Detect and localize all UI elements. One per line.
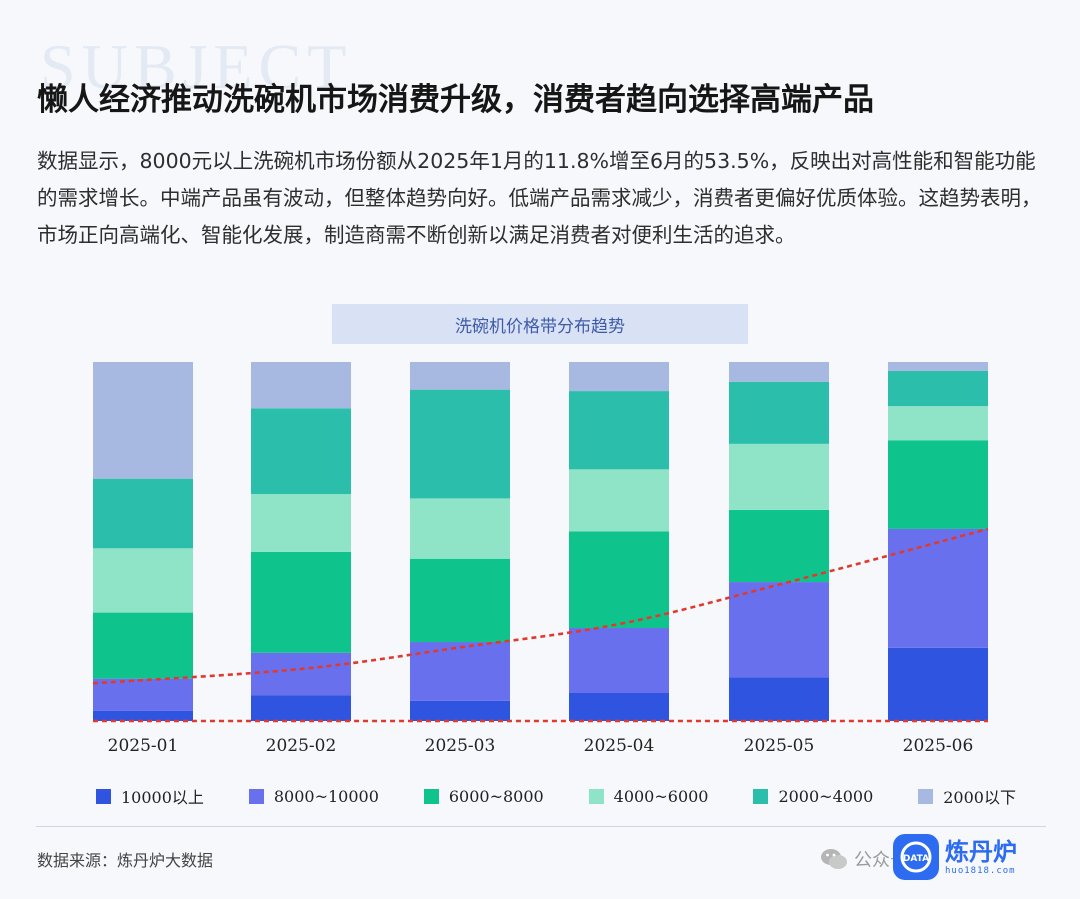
x-tick-label: 2025-02 <box>266 736 337 756</box>
bar-segment-2025-05-1 <box>729 582 829 678</box>
data-source: 数据来源：炼丹炉大数据 <box>37 851 214 870</box>
bar-segment-2025-03-3 <box>410 498 510 559</box>
legend-item: 2000以下 <box>918 784 1016 808</box>
bar-segment-2025-06-1 <box>888 528 988 648</box>
bar-segment-2025-06-2 <box>888 440 988 529</box>
legend-label: 6000~8000 <box>448 786 544 806</box>
bar-segment-2025-05-4 <box>729 381 829 444</box>
legend-item: 10000以上 <box>96 784 204 808</box>
bar-segment-2025-01-5 <box>93 362 193 479</box>
bar-segment-2025-06-0 <box>888 647 988 721</box>
bar-segment-2025-04-5 <box>569 362 669 392</box>
footer-divider <box>36 826 1046 827</box>
bar-segment-2025-04-1 <box>569 628 669 693</box>
legend-swatch <box>918 788 934 804</box>
bar-segment-2025-03-1 <box>410 642 510 701</box>
bar-segment-2025-01-0 <box>93 710 193 721</box>
logo-badge-icon: DATA <box>893 834 939 880</box>
background-watermark-word: SUBJECT <box>40 31 353 102</box>
bar-segment-2025-01-1 <box>93 678 193 711</box>
chart-legend: 10000以上 8000~10000 6000~8000 4000~6000 2000~… <box>96 784 1016 808</box>
bar-segment-2025-03-5 <box>410 362 510 390</box>
trend-lines-layer <box>92 527 989 723</box>
x-tick-labels: 2025-01 2025-02 2025-03 2025-04 2025-05 2025-… <box>108 736 974 756</box>
bar-segment-2025-04-2 <box>569 531 669 629</box>
legend-swatch <box>753 788 769 804</box>
bar-segment-2025-06-4 <box>888 370 988 407</box>
trend-line-high-end <box>92 527 989 685</box>
bar-segment-2025-05-2 <box>729 509 829 583</box>
logo-url: huo1818.com <box>945 866 1016 876</box>
bar-segment-2025-06-3 <box>888 406 988 441</box>
x-tick-label: 2025-05 <box>744 736 815 756</box>
bar-segment-2025-04-0 <box>569 692 669 721</box>
bar-segment-2025-03-0 <box>410 700 510 721</box>
bar-segment-2025-02-3 <box>251 494 351 552</box>
chart-title: 洗碗机价格带分布趋势 <box>455 316 625 337</box>
bar-segment-2025-01-2 <box>93 612 193 679</box>
legend-label: 4000~6000 <box>613 786 709 806</box>
wechat-icon <box>821 849 847 869</box>
bar-segment-2025-05-3 <box>729 443 829 510</box>
legend-label: 2000~4000 <box>778 786 874 806</box>
x-tick-label: 2025-01 <box>108 736 179 756</box>
bar-segment-2025-05-0 <box>729 677 829 721</box>
chart-title-box: 洗碗机价格带分布趋势 <box>332 304 748 344</box>
bar-segment-2025-02-4 <box>251 408 351 495</box>
data-badge-icon: DATA <box>900 841 932 873</box>
stacked-bar-chart: 2025-01 2025-02 2025-03 2025-04 2025-05 2025-… <box>92 362 989 756</box>
legend-swatch <box>248 788 264 804</box>
legend-item: 4000~6000 <box>588 786 709 806</box>
legend-swatch <box>423 788 439 804</box>
logo-name: 炼丹炉 <box>945 838 1017 866</box>
bar-segment-2025-02-1 <box>251 652 351 696</box>
page-description: 数据显示，8000元以上洗碗机市场份额从2025年1月的11.8%增至6月的53… <box>37 149 1042 247</box>
bar-segment-2025-06-5 <box>888 362 988 371</box>
bar-segment-2025-03-2 <box>410 558 510 643</box>
bar-segment-2025-02-5 <box>251 362 351 409</box>
legend-label: 2000以下 <box>943 788 1016 807</box>
bar-segment-2025-01-3 <box>93 548 193 613</box>
bar-segment-2025-04-4 <box>569 391 669 470</box>
bar-segment-2025-04-3 <box>569 469 669 532</box>
legend-item: 6000~8000 <box>423 786 544 806</box>
logo-badge-text: DATA <box>903 854 929 864</box>
bars-layer <box>93 362 988 721</box>
bar-segment-2025-02-0 <box>251 695 351 721</box>
x-tick-label: 2025-06 <box>903 736 974 756</box>
bar-segment-2025-05-5 <box>729 362 829 382</box>
bar-segment-2025-02-2 <box>251 551 351 653</box>
page-title: 懒人经济推动洗碗机市场消费升级，消费者趋向选择高端产品 <box>37 82 874 118</box>
legend-item: 8000~10000 <box>248 786 379 806</box>
x-tick-label: 2025-04 <box>584 736 655 756</box>
brand-logo: DATA 炼丹炉 huo1818.com <box>893 834 1017 880</box>
legend-swatch <box>588 788 604 804</box>
legend-label: 8000~10000 <box>273 786 379 806</box>
bar-segment-2025-03-4 <box>410 389 510 499</box>
legend-item: 2000~4000 <box>753 787 873 806</box>
bar-segment-2025-01-4 <box>93 478 193 549</box>
legend-label: 10000以上 <box>121 788 204 807</box>
legend-swatch <box>96 788 111 804</box>
x-tick-label: 2025-03 <box>425 736 496 756</box>
